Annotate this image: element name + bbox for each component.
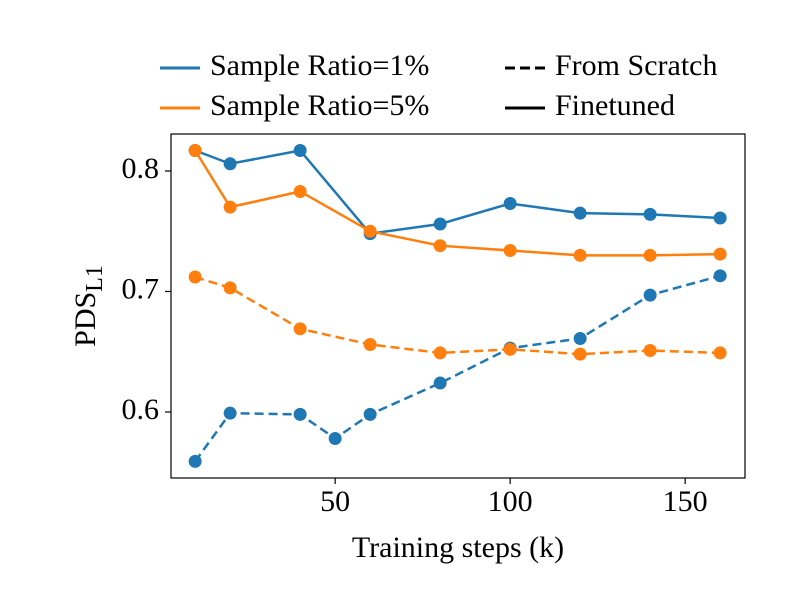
data-point: [433, 346, 447, 360]
x-tick-label: 150: [663, 485, 708, 518]
data-point: [293, 184, 307, 198]
data-point: [503, 342, 517, 356]
data-point: [188, 144, 202, 158]
data-point: [713, 269, 727, 283]
data-point: [223, 200, 237, 214]
legend-label: Sample Ratio=1%: [210, 49, 429, 82]
x-tick-label: 50: [320, 485, 350, 518]
data-point: [573, 331, 587, 345]
y-axis-label-sub: L1: [82, 265, 108, 292]
series-line: [194, 274, 721, 463]
data-point: [363, 337, 377, 351]
data-point: [433, 376, 447, 390]
series-line: [194, 275, 721, 356]
y-axis-label: PDSL1: [69, 265, 108, 347]
data-point: [573, 248, 587, 262]
data-point: [643, 248, 657, 262]
x-tick-label: 100: [488, 485, 533, 518]
data-point: [363, 224, 377, 238]
series-line: [194, 149, 721, 257]
y-tick-label: 0.6: [122, 393, 160, 426]
data-point: [223, 157, 237, 171]
data-point: [643, 207, 657, 221]
plot-frame: [170, 133, 746, 479]
legend-label: Sample Ratio=5%: [210, 89, 429, 122]
legend-label: From Scratch: [555, 49, 717, 82]
x-axis-label: Training steps (k): [352, 531, 564, 564]
data-point: [433, 239, 447, 253]
y-axis-label-group: PDSL1: [69, 265, 108, 347]
data-point: [573, 347, 587, 361]
data-point: [293, 407, 307, 421]
y-axis-label-main: PDS: [69, 292, 102, 347]
data-point: [433, 217, 447, 231]
data-point: [573, 206, 587, 220]
data-point: [223, 281, 237, 295]
legend-label: Finetuned: [555, 89, 675, 122]
data-point: [363, 407, 377, 421]
data-point: [293, 144, 307, 158]
data-point: [643, 344, 657, 358]
data-point: [643, 288, 657, 302]
data-point: [713, 346, 727, 360]
data-point: [713, 247, 727, 261]
y-tick-label: 0.7: [122, 272, 160, 305]
data-point: [503, 244, 517, 258]
data-point: [713, 211, 727, 225]
y-tick-label: 0.8: [122, 152, 160, 185]
data-point: [293, 322, 307, 336]
data-point: [503, 197, 517, 211]
data-point: [188, 454, 202, 468]
data-point: [188, 270, 202, 284]
series-line: [194, 149, 721, 235]
data-point: [223, 406, 237, 420]
data-point: [328, 431, 342, 445]
